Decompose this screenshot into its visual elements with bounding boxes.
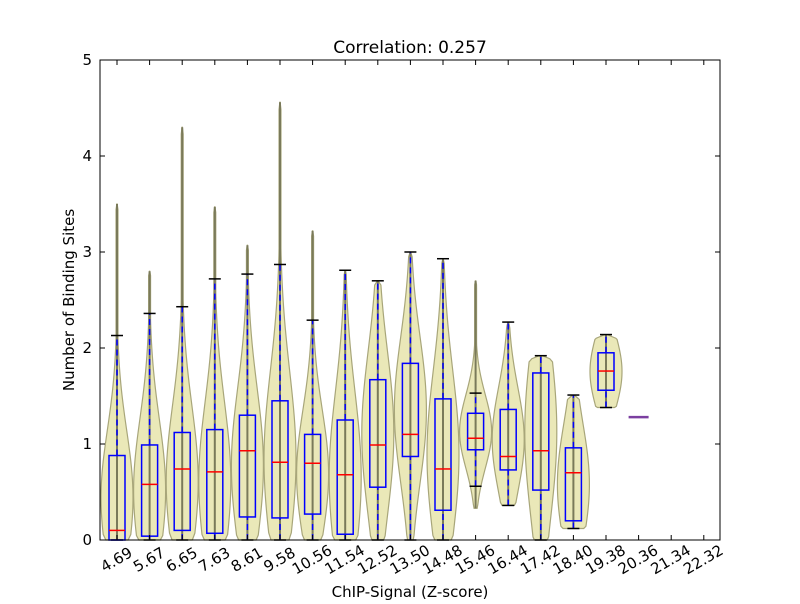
box	[173, 431, 191, 532]
box	[564, 447, 583, 522]
y-axis-label: Number of Binding Sites	[60, 209, 78, 391]
y-tick-label: 2	[82, 339, 92, 357]
box	[466, 412, 485, 451]
box	[336, 419, 354, 535]
plot-marks	[100, 101, 649, 541]
box	[271, 400, 289, 519]
box	[401, 362, 420, 458]
box	[434, 398, 452, 511]
chart-title: Correlation: 0.257	[333, 38, 487, 58]
y-tick-label: 1	[82, 435, 92, 453]
box	[369, 378, 387, 488]
x-axis-label: ChIP-Signal (Z-score)	[332, 583, 489, 600]
box	[303, 433, 322, 515]
y-tick-label: 3	[82, 243, 92, 261]
box	[532, 372, 550, 491]
y-tick-label: 4	[82, 147, 92, 165]
y-axis: 0 1 2 3 4 5	[82, 51, 720, 549]
box	[206, 428, 224, 535]
box	[499, 408, 517, 471]
y-tick-label: 5	[82, 51, 92, 69]
y-tick-label: 0	[82, 531, 92, 549]
box	[238, 414, 257, 518]
